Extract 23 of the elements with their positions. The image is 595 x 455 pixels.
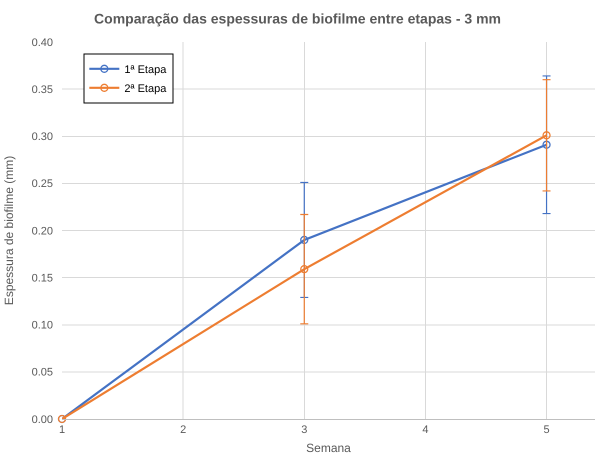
y-tick-label: 0.30: [32, 131, 53, 144]
x-axis-title: Semana: [306, 441, 352, 455]
y-tick-label: 0.00: [32, 414, 53, 426]
y-tick-label: 0.10: [32, 320, 53, 332]
legend-label: 1ª Etapa: [124, 64, 168, 76]
legend-label: 2ª Etapa: [124, 83, 168, 96]
y-tick-label: 0.25: [32, 178, 53, 190]
y-tick-label: 0.20: [32, 225, 53, 238]
point: [542, 140, 551, 149]
x-tick-label: 1: [58, 424, 66, 436]
x-tick-label: 5: [543, 424, 550, 436]
point: [300, 264, 308, 274]
y-tick-label: 0.15: [32, 272, 53, 284]
x-tick-label: 4: [422, 424, 428, 436]
x-tick-label: 3: [301, 424, 308, 436]
y-tick-label: 0.35: [32, 84, 53, 96]
x-tick-label: 2: [180, 424, 186, 436]
y-axis-title: Espessura de biofilme (mm): [2, 156, 16, 306]
point: [300, 236, 308, 244]
y-tick-label: 0.05: [32, 366, 53, 379]
point: [542, 131, 551, 140]
y-tick-label: 0.40: [32, 36, 53, 49]
chart-title: Comparação das espessuras de biofilme entre etapas - 3 mm: [94, 10, 501, 26]
